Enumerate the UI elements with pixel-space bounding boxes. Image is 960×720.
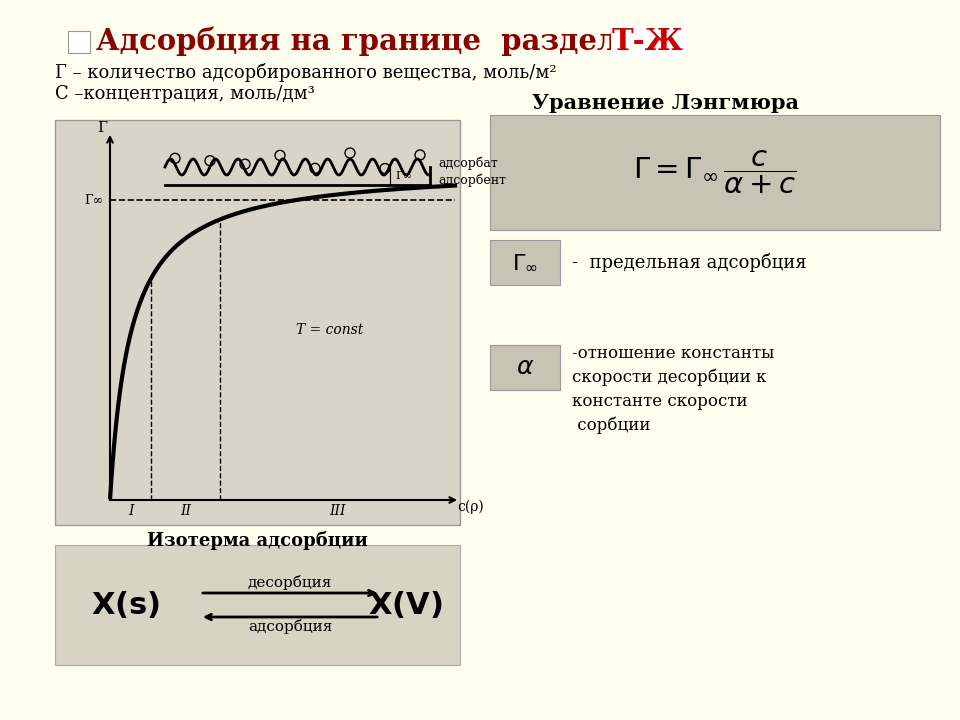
Text: I: I: [128, 504, 133, 518]
Text: Изотерма адсорбции: Изотерма адсорбции: [147, 531, 368, 549]
Text: $\mathbf{X(s)}$: $\mathbf{X(s)}$: [90, 590, 159, 621]
Text: -  предельная адсорбция: - предельная адсорбция: [572, 253, 806, 272]
Text: Γ∞: Γ∞: [84, 194, 104, 207]
Text: $\Gamma = \Gamma_{\infty}\, \dfrac{c}{\alpha + c}$: $\Gamma = \Gamma_{\infty}\, \dfrac{c}{\a…: [633, 149, 797, 196]
Text: $\alpha$: $\alpha$: [516, 356, 534, 379]
Text: $\mathbf{X(V)}$: $\mathbf{X(V)}$: [368, 590, 443, 621]
Text: адсорбат: адсорбат: [438, 156, 497, 170]
Text: -отношение константы
скорости десорбции к
константе скорости
 сорбции: -отношение константы скорости десорбции …: [572, 345, 775, 434]
Text: С –концентрация, моль/дм³: С –концентрация, моль/дм³: [55, 85, 315, 103]
Text: Т-Ж: Т-Ж: [612, 27, 684, 55]
Bar: [490, 345, 560, 390]
Text: c(ρ): c(ρ): [458, 500, 485, 514]
Bar: [68, 31, 90, 53]
Text: адсорбция: адсорбция: [248, 619, 332, 634]
Text: десорбция: десорбция: [248, 575, 332, 590]
Text: Адсорбция на границе  раздела: Адсорбция на границе раздела: [96, 26, 636, 55]
Text: II: II: [180, 504, 191, 518]
Bar: [490, 240, 560, 285]
Text: $\Gamma_{\infty}$: $\Gamma_{\infty}$: [512, 253, 538, 272]
Text: адсорбент: адсорбент: [438, 174, 506, 186]
Bar: [55, 545, 460, 665]
Bar: [55, 120, 460, 525]
Text: T = const: T = const: [297, 323, 364, 337]
Text: Γ∞: Γ∞: [395, 171, 412, 181]
Text: III: III: [329, 504, 346, 518]
Bar: [490, 115, 940, 230]
Text: Уравнение Лэнгмюра: Уравнение Лэнгмюра: [532, 93, 799, 113]
Text: Г: Г: [97, 121, 107, 135]
Text: Г – количество адсорбированного вещества, моль/м²: Г – количество адсорбированного вещества…: [55, 63, 557, 83]
